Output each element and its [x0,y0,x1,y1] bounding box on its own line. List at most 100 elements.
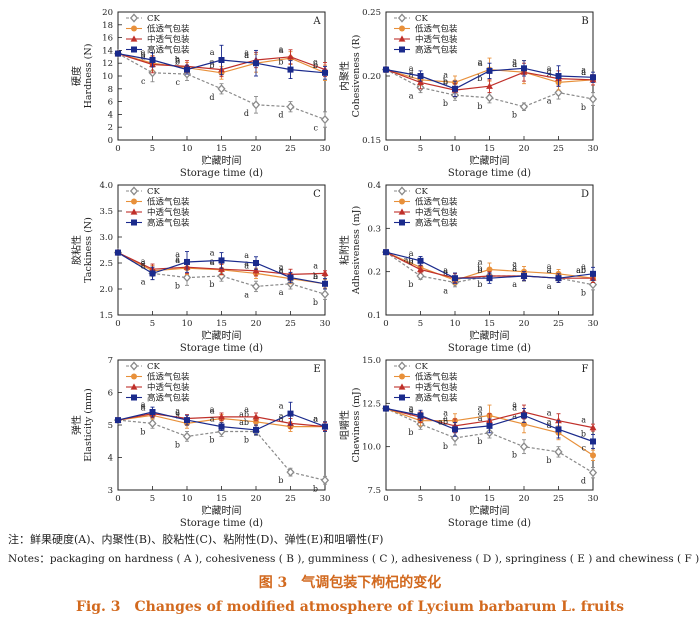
significance-letter: ab [576,266,586,275]
y-tick-label: 12 [102,59,113,69]
y-axis-label-cn: 硬度 [70,66,83,86]
significance-letter: a [279,411,284,420]
series-high: aa a aab [115,248,328,290]
significance-letter: b [175,58,180,67]
significance-letter: a [141,402,146,411]
significance-letter: a [409,92,414,101]
significance-letter: a [175,250,180,259]
significance-letter: b [443,442,448,451]
legend-marker [399,25,405,32]
significance-letter: b [443,78,448,87]
x-axis-label-en: Storage time (d) [180,518,263,529]
data-point-mid [287,53,294,60]
significance-letter: b [209,61,214,70]
x-tick-label: 10 [182,319,193,329]
y-tick-label: 0.1 [367,311,381,321]
caption-en: Fig. 3 Changes of modified atmosphere of… [75,599,624,615]
x-tick-label: 25 [553,144,564,154]
legend-label: CK [415,362,429,372]
significance-letter: a [244,290,249,299]
data-point-mid [486,82,493,89]
data-point-high [253,426,259,433]
x-axis-label-en: Storage time (d) [448,518,531,529]
data-point-mid [252,413,260,420]
y-tick-label: 0.25 [362,8,381,18]
significance-letter: a [478,403,483,412]
panel-letter: E [313,364,320,375]
legend-label: 低透气包装 [147,372,190,383]
y-axis-label-en: Chewiness (mJ) [351,388,362,463]
significance-letter: a [244,251,249,260]
data-point-ck [251,281,261,291]
x-tick-label: 5 [150,144,155,154]
legend-item-low: 低透气包装 [126,24,190,35]
significance-letter: d [278,111,283,120]
legend-label: 中透气包装 [415,382,458,393]
data-point-high [322,423,328,430]
significance-letter: b [477,266,482,275]
significance-letter: b [175,56,180,65]
legend-marker [130,383,138,390]
x-axis-label-en: Storage time (d) [180,343,263,354]
legend-item-mid: 中透气包装 [394,34,458,45]
legend-marker [129,361,139,371]
significance-letter: a [443,266,448,275]
legend-marker [131,198,137,205]
legend-item-ck: CK [394,13,429,24]
legend-label: 高透气包装 [415,218,458,229]
significance-letter: a [547,266,552,275]
significance-letter: a [175,255,180,264]
x-tick-label: 30 [588,319,599,329]
data-point-high [452,426,458,433]
legend-label: CK [415,14,429,24]
data-point-high [149,57,156,63]
y-axis-label-cn: 胶粘性 [70,235,83,265]
y-tick-label: 2 [108,123,113,133]
x-tick-label: 30 [320,494,331,504]
significance-letter: a [210,405,215,414]
data-point-ck [286,102,295,112]
significance-letter: b [278,476,283,485]
legend-marker [130,208,138,215]
x-tick-label: 20 [519,319,530,329]
significance-letter: a [512,264,517,273]
significance-letter: a [547,70,552,79]
significance-letter: ab [239,418,249,427]
significance-letter: b [477,102,482,111]
significance-letter: a [547,417,552,426]
significance-letter: a [478,409,483,418]
y-tick-label: 3.0 [99,233,113,243]
legend-item-mid: 中透气包装 [126,207,190,218]
significance-letter: a [547,67,552,76]
legend-marker [399,198,405,205]
significance-letter: a [244,261,249,270]
significance-letter: a [279,402,284,411]
significance-letter: a [175,54,180,63]
x-tick-label: 30 [320,144,331,154]
legend-marker [131,373,137,380]
data-point-ck [554,88,563,98]
significance-letter: d [244,109,249,118]
x-tick-label: 15 [216,144,227,154]
significance-letter: a [512,412,517,421]
significance-letter: a [547,97,552,106]
data-point-high [383,249,389,256]
significance-letter: a [409,403,414,412]
legend-marker [129,186,139,196]
significance-letter: a [141,277,146,286]
data-point-low [253,418,259,425]
significance-letter: a [443,414,448,423]
data-point-high [322,280,328,287]
significance-letter: a [581,68,586,77]
x-tick-label: 10 [182,144,193,154]
legend-label: 中透气包装 [415,207,458,218]
significance-letter: a [478,58,483,67]
y-axis-label-en: Hardness (N) [83,44,94,109]
significance-letter: b [209,280,214,289]
legend-item-ck: CK [126,13,161,24]
significance-letter: b [512,451,517,460]
data-point-mid [417,78,424,85]
y-tick-label: 7.5 [367,486,381,496]
legend-item-low: 低透气包装 [126,372,190,383]
legend-marker [398,383,406,390]
